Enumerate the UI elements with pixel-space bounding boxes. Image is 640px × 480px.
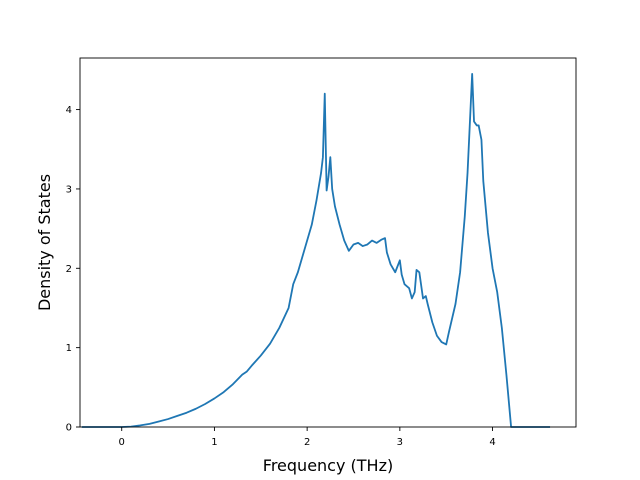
x-tick-label: 2 — [304, 437, 310, 448]
plot-area — [81, 72, 551, 428]
y-tick-label: 3 — [66, 184, 72, 195]
dos-series-line — [81, 72, 551, 428]
x-tick-label: 1 — [211, 437, 217, 448]
x-axis: 0 1 2 3 4 — [119, 427, 496, 448]
y-tick-label: 2 — [66, 264, 72, 275]
x-tick-label: 0 — [119, 437, 125, 448]
x-axis-label: Frequency (THz) — [263, 456, 393, 475]
y-tick-label: 1 — [66, 343, 72, 354]
y-axis-label: Density of States — [35, 174, 54, 311]
y-tick-label: 0 — [66, 423, 72, 434]
x-tick-label: 3 — [397, 437, 403, 448]
x-tick-label: 4 — [489, 437, 495, 448]
y-tick-label: 4 — [66, 105, 72, 116]
axes-frame — [79, 57, 577, 428]
y-axis: 0 1 2 3 4 — [66, 105, 80, 434]
